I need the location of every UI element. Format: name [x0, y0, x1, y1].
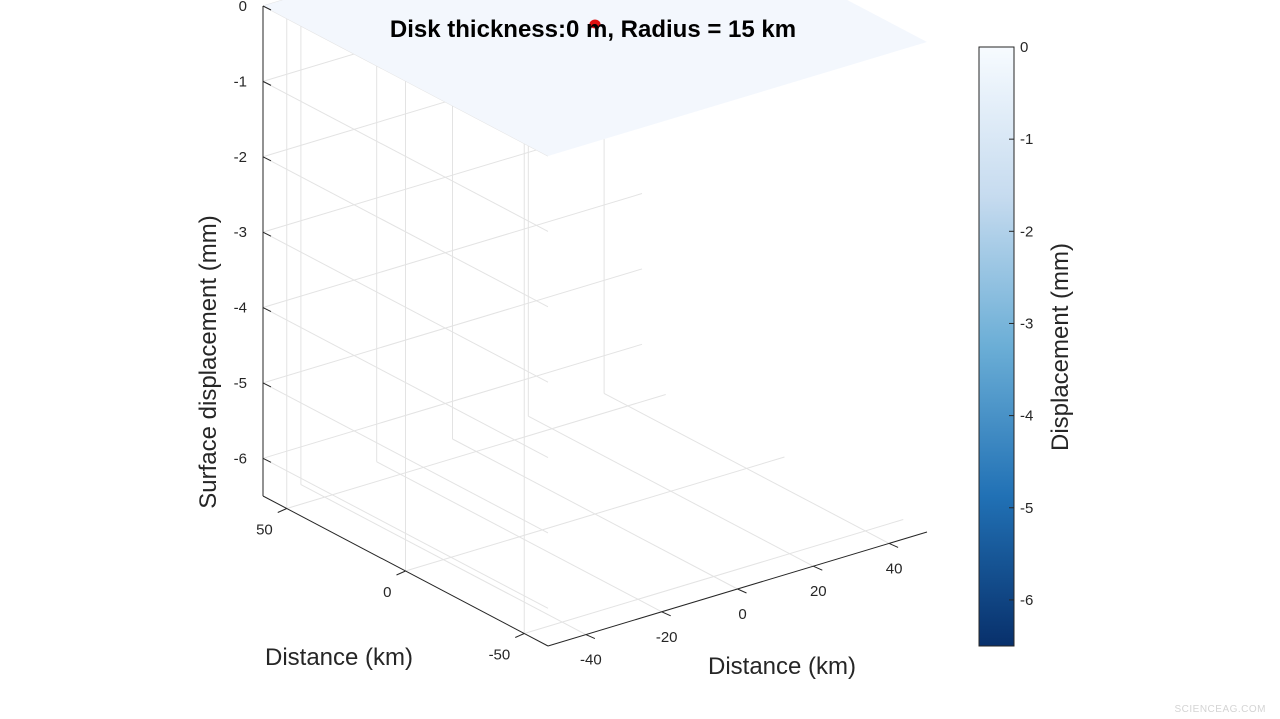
wall-gridline-z-back: [262, 193, 643, 309]
y-tick-label: -50: [489, 647, 511, 664]
displacement-surface: [263, 0, 927, 156]
x-tick-mark: [737, 588, 747, 594]
z-tick-mark: [262, 457, 272, 463]
wall-gridline-z-left: [262, 231, 549, 383]
z-tick-label: -1: [234, 73, 247, 90]
z-tick-mark: [262, 5, 272, 11]
z-tick-label: -4: [234, 300, 247, 317]
y-tick-label: 50: [256, 522, 273, 539]
wall-gridline-z-back: [262, 343, 643, 459]
z-axis-label: Surface displacement (mm): [195, 215, 222, 508]
wall-gridline-z-left: [262, 382, 549, 534]
x-tick-mark: [585, 634, 596, 640]
colorbar-label: Displacement (mm): [1047, 243, 1074, 451]
x-tick-mark: [661, 611, 671, 617]
watermark: SCIENCEAG.COM: [1174, 704, 1266, 715]
y-axis-label: Distance (km): [265, 644, 413, 671]
colorbar-tick-label: -4: [1020, 408, 1033, 425]
colorbar-tick-label: -5: [1020, 500, 1033, 517]
surface-layer: [263, 0, 927, 156]
wall-gridline-z-back: [262, 268, 643, 384]
colorbar-tick-label: -6: [1020, 592, 1033, 609]
z-tick-mark: [262, 307, 272, 312]
wall-gridline-z-left: [262, 457, 549, 609]
floor-gridline-y: [286, 394, 666, 509]
ticks-layer: -40 -20 0 20 40 -50 0 50 0 -1 -2 -3 -4 -5 -6: [234, 0, 903, 669]
grid-layer: [262, 0, 904, 636]
x-tick-label: -40: [580, 652, 602, 669]
z-tick-label: -3: [234, 224, 247, 241]
source-point-marker: [589, 19, 601, 29]
z-tick-mark: [262, 156, 272, 162]
z-tick-label: -5: [234, 375, 247, 392]
x-tick-label: -20: [656, 629, 678, 646]
x-tick-label: 20: [810, 583, 827, 600]
x-tick-mark: [888, 542, 899, 548]
colorbar-ticks: 0 -1 -2 -3 -4 -5 -6: [1009, 39, 1033, 609]
colorbar-tick-label: 0: [1020, 39, 1028, 56]
y-tick-mark: [515, 633, 525, 638]
wall-gridline-z-left: [262, 307, 549, 458]
x-tick-mark: [813, 565, 823, 571]
z-tick-label: -2: [234, 149, 247, 166]
z-tick-mark: [262, 231, 272, 237]
chart-title: Disk thickness:0 m, Radius = 15 km: [390, 16, 796, 43]
colorbar-gradient: [978, 46, 1015, 647]
wall-gridline-z-left: [262, 80, 549, 232]
y-tick-label: 0: [383, 584, 391, 601]
colorbar-tick-label: -2: [1020, 223, 1033, 240]
y-tick-mark: [396, 570, 406, 576]
colorbar-tick-label: -1: [1020, 131, 1033, 148]
z-tick-mark: [262, 80, 272, 86]
floor-gridline-y: [405, 456, 785, 572]
colorbar: 0 -1 -2 -3 -4 -5 -6 Displacement (mm): [978, 39, 1074, 647]
z-tick-label: -6: [234, 450, 247, 467]
x-tick-label: 40: [886, 560, 903, 577]
x-axis-label: Distance (km): [708, 653, 856, 680]
colorbar-tick-label: -3: [1020, 315, 1033, 332]
wall-gridline-z-left: [262, 156, 549, 308]
z-tick-label: 0: [239, 0, 247, 15]
x-tick-label: 0: [738, 606, 746, 623]
y-tick-mark: [277, 508, 287, 513]
floor-gridline-y: [524, 519, 904, 634]
z-tick-mark: [262, 382, 272, 388]
